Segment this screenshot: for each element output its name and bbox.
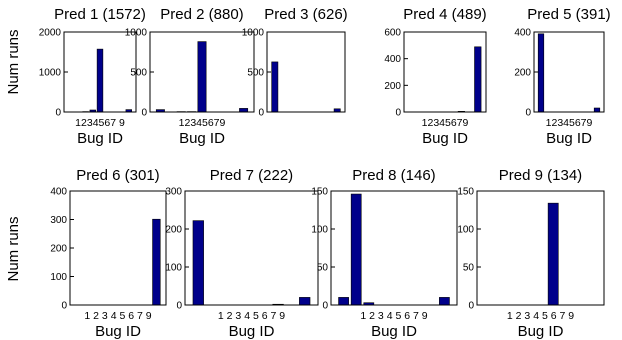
ytick-label: 0 <box>322 301 328 312</box>
ytick-label: 0 <box>525 108 531 119</box>
bar-bug-9 <box>474 46 482 113</box>
panel-title: Pred 6 (301) <box>76 167 159 184</box>
ytick-label: 150 <box>457 187 474 198</box>
xlabel: Bug ID <box>371 323 417 340</box>
ylabel-row-2: Num runs <box>5 216 22 281</box>
xlabel: Bug ID <box>229 323 275 340</box>
bar-bug-5 <box>96 48 104 113</box>
axes-frame <box>403 31 487 113</box>
ytick-label: 300 <box>50 215 67 226</box>
ytick-label: 400 <box>384 54 401 65</box>
panel-title: Pred 1 (1572) <box>54 6 146 23</box>
panel-3: 0 500 1000 Pred 3 (626) <box>242 6 348 119</box>
bar-bug-9 <box>299 297 311 306</box>
ytick-label: 0 <box>258 108 264 119</box>
ytick-label: 200 <box>50 244 67 255</box>
axes-frame <box>533 31 605 113</box>
panel-title: Pred 2 (880) <box>160 6 243 23</box>
ytick-label: 1000 <box>242 28 265 39</box>
ytick-label: 200 <box>384 81 401 92</box>
bar-bug-9 <box>593 107 601 113</box>
ytick-label: 100 <box>311 225 328 236</box>
bar-bug-1 <box>338 297 349 306</box>
ytick-label: 0 <box>61 301 67 312</box>
ytick-label: 0 <box>395 108 401 119</box>
ytick-label: 1000 <box>125 28 148 39</box>
bar-bug-2 <box>350 193 362 306</box>
xtick-labels: 1234567 9 <box>75 117 125 129</box>
bar-bug-9 <box>439 297 450 306</box>
xlabel: Bug ID <box>546 130 592 147</box>
bar-bug-1 <box>271 61 279 113</box>
axes-frame <box>69 190 167 306</box>
xtick-labels: 1 2 3 4 5 6 7 9 <box>360 310 427 322</box>
ytick-label: 200 <box>165 225 182 236</box>
ytick-label: 0 <box>176 301 182 312</box>
xtick-labels: 12345679 <box>179 117 226 129</box>
ytick-label: 400 <box>514 28 531 39</box>
ytick-label: 600 <box>384 28 401 39</box>
xtick-labels: 12345679 <box>422 117 469 129</box>
xlabel: Bug ID <box>95 323 141 340</box>
bar-bug-1 <box>192 220 204 306</box>
ytick-label: 0 <box>141 108 147 119</box>
bar-bug-9 <box>152 218 161 306</box>
ytick-label: 1000 <box>39 68 62 79</box>
ytick-label: 200 <box>514 68 531 79</box>
axes-frame <box>184 190 319 306</box>
ytick-label: 2000 <box>39 28 62 39</box>
ytick-label: 500 <box>247 68 264 79</box>
ylabel-row-1: Num runs <box>5 29 22 94</box>
bar-bug-6 <box>547 202 559 306</box>
xtick-labels: 1 2 3 4 5 6 7 9 <box>218 310 285 322</box>
xlabel: Bug ID <box>77 130 123 147</box>
ytick-label: 50 <box>317 263 329 274</box>
ytick-label: 100 <box>165 263 182 274</box>
ytick-label: 500 <box>130 68 147 79</box>
ytick-label: 400 <box>50 187 67 198</box>
panel-title: Pred 3 (626) <box>264 6 347 23</box>
ytick-label: 300 <box>165 187 182 198</box>
ytick-label: 100 <box>457 225 474 236</box>
axes-frame <box>266 31 346 113</box>
ytick-label: 150 <box>311 187 328 198</box>
axes-frame <box>476 190 605 306</box>
xtick-labels: 1 2 3 4 5 6 7 9 <box>507 310 574 322</box>
bar-bug-1 <box>537 33 545 113</box>
axes-frame <box>330 190 458 306</box>
ytick-label: 0 <box>468 301 474 312</box>
xtick-labels: 12345679 <box>546 117 593 129</box>
ytick-label: 100 <box>50 272 67 283</box>
panel-title: Pred 7 (222) <box>210 167 293 184</box>
ytick-label: 0 <box>55 108 61 119</box>
ytick-label: 50 <box>463 263 475 274</box>
panel-title: Pred 4 (489) <box>403 6 486 23</box>
bar-bug-9 <box>239 108 249 113</box>
xlabel: Bug ID <box>179 130 225 147</box>
bar-bug-5 <box>197 41 207 113</box>
xlabel: Bug ID <box>422 130 468 147</box>
panel-title: Pred 8 (146) <box>352 167 435 184</box>
panel-title: Pred 5 (391) <box>527 6 610 23</box>
xlabel: Bug ID <box>518 323 564 340</box>
xtick-labels: 1 2 3 4 5 6 7 9 <box>84 310 151 322</box>
panel-title: Pred 9 (134) <box>499 167 582 184</box>
